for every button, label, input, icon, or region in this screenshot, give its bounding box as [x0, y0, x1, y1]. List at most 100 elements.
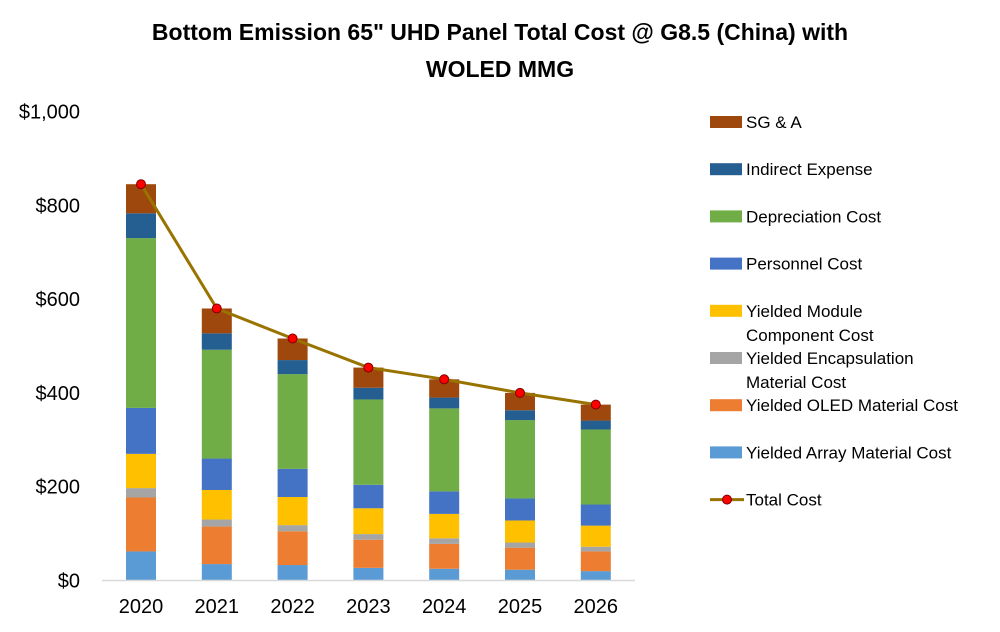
bar-segment: [126, 497, 156, 552]
bar-segment: [580, 429, 611, 505]
legend-label: Personnel Cost: [746, 255, 863, 274]
x-tick-label: 2022: [270, 596, 315, 618]
bar-segment: [277, 565, 308, 581]
total-cost-marker: [287, 333, 298, 344]
y-tick-label: $400: [36, 383, 81, 405]
bar-segment: [126, 488, 156, 498]
bar-segment: [201, 333, 232, 350]
legend-swatch: [710, 399, 742, 412]
legend-label: Depreciation Cost: [746, 207, 881, 226]
x-tick-label: 2021: [195, 596, 240, 618]
chart-title-line-2: WOLED MMG: [426, 56, 574, 82]
bar-segment: [580, 420, 611, 430]
bar-segment: [353, 484, 384, 509]
x-tick-label: 2026: [574, 596, 619, 618]
total-cost-marker: [363, 362, 374, 373]
total-cost-marker: [439, 374, 450, 385]
y-tick-label: $600: [36, 289, 81, 311]
legend-label: SG & A: [746, 113, 802, 132]
y-tick-label: $200: [36, 477, 81, 499]
legend-swatch: [710, 257, 742, 270]
y-tick-label: $1,000: [19, 102, 80, 124]
bar-segment: [429, 568, 460, 581]
x-tick-label: 2024: [422, 596, 467, 618]
bar-segment: [353, 567, 384, 581]
legend-label: Indirect Expense: [746, 160, 873, 179]
bar-segment: [353, 399, 384, 485]
bar-segment: [201, 519, 232, 527]
bar-segment: [505, 410, 535, 421]
legend-label: Yielded Array Material Cost: [746, 443, 952, 462]
legend-marker-swatch: [722, 494, 732, 505]
bar-segment: [201, 489, 232, 520]
bar-segment: [580, 525, 611, 547]
bar-segment: [126, 213, 156, 239]
bar-segment: [505, 569, 535, 581]
bar-segment: [126, 551, 156, 581]
legend-label: Material Cost: [746, 373, 846, 392]
bar-segment: [429, 491, 460, 514]
plot-area: $0 $200 $400 $600 $800 $1,000 2020 2021 2022 2023…: [19, 102, 635, 618]
bar-segment: [277, 374, 308, 469]
bar-segment: [429, 397, 460, 409]
bar-segment: [277, 468, 308, 498]
legend-label: Yielded Module: [746, 302, 863, 321]
bar-segment: [201, 564, 232, 581]
total-cost-marker: [515, 387, 525, 398]
bar-segment: [126, 453, 156, 489]
legend: SG & A Indirect Expense Depreciation Cost P…: [710, 113, 958, 510]
bar-segment: [580, 571, 611, 581]
legend-swatch: [710, 210, 742, 223]
x-tick-label: 2020: [119, 596, 164, 618]
chart-title-line-1: Bottom Emission 65" UHD Panel Total Cost…: [152, 19, 848, 45]
bar-segment: [126, 407, 156, 454]
bar-segment: [353, 367, 384, 388]
legend-swatch: [710, 163, 742, 176]
legend-swatch: [710, 446, 742, 459]
legend-label: Yielded OLED Material Cost: [746, 396, 958, 415]
bar-segment: [580, 546, 611, 552]
bar-segment: [580, 504, 611, 526]
bar-segment: [277, 338, 308, 361]
bar-segment: [429, 513, 460, 539]
bar-segment: [277, 531, 308, 566]
bar-segment: [353, 539, 384, 568]
bar-segment: [505, 498, 535, 521]
bar-segment: [505, 520, 535, 543]
bar-segment: [277, 360, 308, 375]
bar-segment: [277, 497, 308, 526]
total-cost-marker: [211, 303, 222, 314]
bar-segment: [201, 526, 232, 565]
bar-segment: [353, 387, 384, 400]
total-cost-marker: [590, 399, 601, 410]
bar-segment: [505, 547, 535, 570]
total-cost-marker: [136, 179, 146, 190]
bar-segment: [429, 538, 460, 544]
bar-segment: [201, 458, 232, 490]
bar-segment: [580, 404, 611, 421]
y-tick-label: $800: [36, 195, 81, 217]
bar-segment: [429, 408, 460, 492]
bar-segment: [505, 392, 535, 411]
x-tick-label: 2025: [498, 596, 543, 618]
legend-swatch: [710, 304, 742, 317]
bar-segment: [353, 534, 384, 540]
bar-segment: [429, 543, 460, 569]
legend-swatch: [710, 352, 742, 364]
legend-swatch: [710, 116, 742, 128]
bar-segment: [505, 420, 535, 499]
legend-label: Yielded Encapsulation: [746, 349, 914, 368]
bar-segment: [429, 379, 460, 398]
legend-label: Total Cost: [746, 491, 822, 510]
chart-title: Bottom Emission 65" UHD Panel Total Cost…: [152, 19, 848, 82]
bar-segment: [580, 551, 611, 572]
bar-segment: [277, 525, 308, 532]
bar-segment: [353, 508, 384, 535]
bar-segment: [505, 542, 535, 548]
legend-label: Component Cost: [746, 326, 874, 345]
y-tick-label: $0: [58, 571, 80, 593]
x-tick-label: 2023: [346, 596, 391, 618]
bar-segment: [201, 349, 232, 459]
